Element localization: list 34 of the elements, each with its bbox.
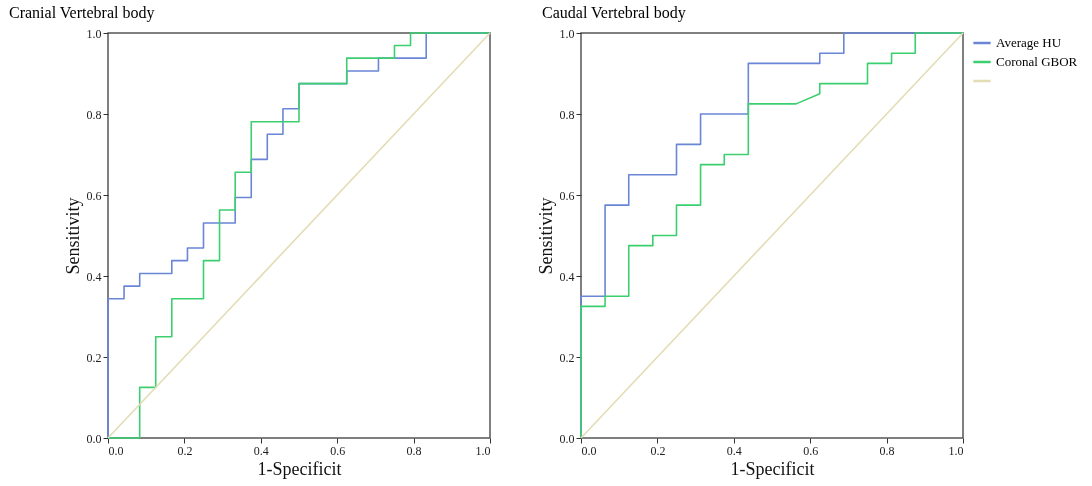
y-tick-label: 0.6 [86, 188, 102, 203]
y-tick-label: 0.0 [559, 431, 575, 446]
y-tick-label: 0.4 [559, 269, 575, 284]
x-tick-label: 0.4 [726, 443, 742, 458]
y-tick-label: 0.8 [86, 107, 102, 122]
x-tick-label: 0.6 [803, 443, 819, 458]
y-axis-title: Sensitivity [535, 197, 556, 275]
x-tick-label: 0.8 [879, 443, 895, 458]
x-tick-label: 0.0 [581, 443, 597, 458]
line-series [580, 32, 964, 439]
y-axis-title: Sensitivity [62, 197, 83, 275]
y-tick-label: 0.6 [559, 188, 575, 203]
x-tick-label: 0.2 [177, 443, 193, 458]
y-tick-label: 0.0 [86, 431, 102, 446]
x-tick-label: 1.0 [475, 443, 491, 458]
x-axis-title: 1-Specificit [730, 458, 815, 479]
legend-label: Average HU [996, 35, 1062, 50]
x-axis-title: 1-Specificit [257, 458, 342, 479]
x-tick-label: 0.6 [330, 443, 346, 458]
chart-title: Caudal Vertebral body [542, 4, 686, 22]
x-tick-label: 0.0 [108, 443, 124, 458]
x-tick-label: 0.2 [650, 443, 666, 458]
y-tick-label: 0.2 [559, 350, 575, 365]
y-tick-label: 1.0 [559, 26, 575, 41]
y-tick-label: 1.0 [86, 26, 102, 41]
chart-title: Cranial Vertebral body [9, 4, 155, 22]
legend-label: Coronal GBOR [996, 54, 1078, 69]
x-tick-label: 0.8 [406, 443, 422, 458]
y-tick-label: 0.4 [86, 269, 102, 284]
y-tick-label: 0.2 [86, 350, 102, 365]
x-tick-label: 1.0 [948, 443, 964, 458]
y-tick-label: 0.8 [559, 107, 575, 122]
x-tick-label: 0.4 [253, 443, 269, 458]
line-series [107, 32, 491, 439]
